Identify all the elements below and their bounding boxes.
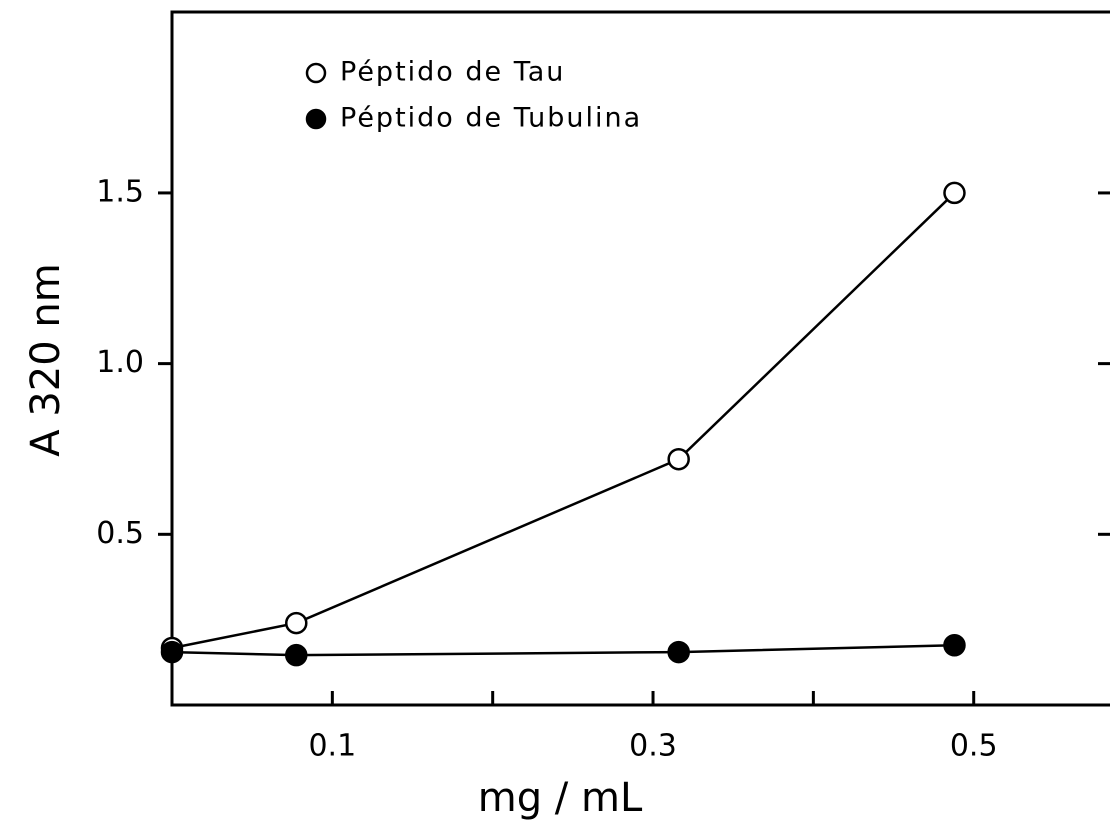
legend-label: Péptido de Tubulina [340, 103, 642, 134]
y-tick-label: 1.5 [96, 174, 144, 209]
y-tick-label: 0.5 [96, 516, 144, 551]
data-point [943, 181, 966, 205]
data-point [160, 640, 184, 664]
data-point [285, 611, 308, 635]
data-point [285, 643, 308, 667]
x-tick-label: 0.1 [308, 729, 356, 764]
series-line [171, 644, 955, 657]
series-line [171, 192, 956, 650]
legend-marker [305, 108, 327, 130]
x-tick-label: 0.5 [950, 729, 998, 764]
data-point [667, 640, 690, 664]
legend-label: Péptido de Tau [340, 57, 565, 88]
data-point [667, 447, 690, 471]
x-tick-label: 0.3 [629, 729, 677, 764]
x-axis-label: mg / mL [478, 775, 643, 821]
y-tick-label: 1.0 [96, 345, 144, 380]
axis-frame [170, 10, 1110, 707]
y-axis-label: A 320 nm [23, 263, 69, 456]
data-point [943, 634, 966, 657]
legend-marker [305, 62, 327, 84]
